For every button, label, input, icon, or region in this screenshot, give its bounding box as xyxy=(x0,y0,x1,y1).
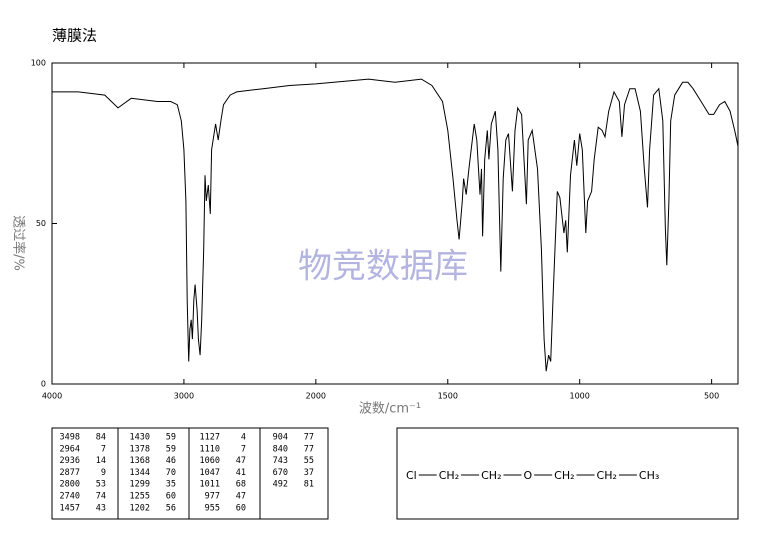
y-tick-label: 50 xyxy=(36,219,46,228)
peak-transmittance: 70 xyxy=(166,468,176,478)
y-axis-label: 透过率/% xyxy=(11,215,27,271)
x-tick-label: 1500 xyxy=(438,392,458,401)
watermark: 物竞数据库 xyxy=(298,247,468,287)
peak-wavenumber: 1060 xyxy=(200,456,220,466)
peak-transmittance: 53 xyxy=(96,480,106,490)
peak-transmittance: 55 xyxy=(304,456,314,466)
peak-transmittance: 68 xyxy=(236,480,246,490)
peak-wavenumber: 2740 xyxy=(60,492,80,502)
peak-wavenumber: 840 xyxy=(273,444,288,454)
peak-wavenumber: 1127 xyxy=(200,433,220,443)
peak-transmittance: 56 xyxy=(166,503,176,513)
peak-wavenumber: 1011 xyxy=(200,480,220,490)
peak-transmittance: 41 xyxy=(236,468,246,478)
peak-wavenumber: 492 xyxy=(273,480,288,490)
peak-wavenumber: 3498 xyxy=(60,433,80,443)
peak-transmittance: 46 xyxy=(166,456,176,466)
peak-transmittance: 59 xyxy=(166,444,176,454)
peak-wavenumber: 1047 xyxy=(200,468,220,478)
x-tick-label: 1000 xyxy=(570,392,590,401)
peak-transmittance: 60 xyxy=(236,503,246,513)
peak-wavenumber: 2964 xyxy=(60,444,80,454)
y-tick-label: 100 xyxy=(31,59,46,68)
peak-transmittance: 60 xyxy=(166,492,176,502)
peak-wavenumber: 955 xyxy=(205,503,220,513)
peak-wavenumber: 1430 xyxy=(130,433,150,443)
peak-transmittance: 35 xyxy=(166,480,176,490)
peak-wavenumber: 2877 xyxy=(60,468,80,478)
peak-transmittance: 43 xyxy=(96,503,106,513)
spectrum-line xyxy=(52,78,739,372)
structure-group: CH₂ xyxy=(597,469,617,482)
peak-transmittance: 47 xyxy=(236,456,246,466)
x-tick-label: 2000 xyxy=(306,392,326,401)
peak-wavenumber: 1110 xyxy=(200,444,220,454)
peak-wavenumber: 670 xyxy=(273,468,288,478)
peak-wavenumber: 1378 xyxy=(130,444,150,454)
peak-transmittance: 77 xyxy=(304,444,314,454)
peak-transmittance: 7 xyxy=(101,444,106,454)
structure-group: Cl xyxy=(406,469,417,482)
x-axis-label: 波数/cm⁻¹ xyxy=(359,402,421,417)
peak-wavenumber: 977 xyxy=(205,492,220,502)
x-tick-label: 3000 xyxy=(174,392,194,401)
peak-wavenumber: 1202 xyxy=(130,503,150,513)
peak-wavenumber: 1368 xyxy=(130,456,150,466)
peak-wavenumber: 2936 xyxy=(60,456,80,466)
x-tick-label: 4000 xyxy=(42,392,62,401)
peak-transmittance: 84 xyxy=(96,433,106,443)
peak-wavenumber: 904 xyxy=(273,433,288,443)
peak-wavenumber: 743 xyxy=(273,456,288,466)
peak-wavenumber: 1457 xyxy=(60,503,80,513)
structure-group: CH₃ xyxy=(639,469,659,482)
peak-transmittance: 4 xyxy=(241,433,246,443)
peak-wavenumber: 2800 xyxy=(60,480,80,490)
structure-frame xyxy=(396,427,739,520)
peak-transmittance: 7 xyxy=(241,444,246,454)
peak-transmittance: 74 xyxy=(96,492,106,502)
peak-transmittance: 47 xyxy=(236,492,246,502)
y-tick-label: 0 xyxy=(41,380,46,389)
structure-group: CH₂ xyxy=(481,469,501,482)
peak-transmittance: 77 xyxy=(304,433,314,443)
structure-group: CH₂ xyxy=(439,469,459,482)
peak-transmittance: 9 xyxy=(101,468,106,478)
peak-transmittance: 81 xyxy=(304,480,314,490)
structure-group: O xyxy=(524,469,533,482)
peak-table-frame xyxy=(51,427,329,520)
title: 薄膜法 xyxy=(52,27,97,45)
peak-transmittance: 37 xyxy=(304,468,314,478)
plot-frame xyxy=(51,62,739,385)
peak-transmittance: 59 xyxy=(166,433,176,443)
peak-wavenumber: 1344 xyxy=(130,468,150,478)
peak-wavenumber: 1299 xyxy=(130,480,150,490)
structure-group: CH₂ xyxy=(554,469,574,482)
peak-transmittance: 14 xyxy=(96,456,106,466)
peak-wavenumber: 1255 xyxy=(130,492,150,502)
x-tick-label: 500 xyxy=(704,392,719,401)
